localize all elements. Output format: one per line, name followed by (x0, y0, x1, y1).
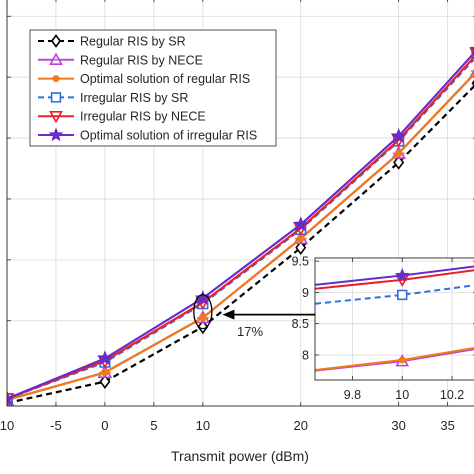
main-series-group (7, 46, 474, 406)
annotation: 17% (193, 293, 316, 339)
main-series-6-point (7, 390, 15, 406)
legend-label: Optimal solution of irregular RIS (80, 129, 257, 143)
inset-plot: 9.8 10 10.2 8 8.5 9 9.5 (292, 255, 474, 402)
main-series-1-point (99, 374, 111, 389)
legend-label: Regular RIS by NECE (80, 53, 203, 67)
inset-series-5-point (394, 267, 410, 282)
inset-series-line-4 (315, 269, 474, 290)
legend-label: Optimal solution of regular RIS (80, 72, 250, 86)
x-axis-label: Transmit power (dBm) (171, 448, 309, 464)
inset-x-tick-label: 10.2 (440, 388, 464, 402)
main-x-tick-label: 10 (196, 418, 210, 433)
main-x-tick-label: 5 (150, 418, 157, 433)
main-series-3-point (196, 313, 209, 322)
inset-x-tick-label: 10 (395, 388, 409, 402)
legend-box (29, 29, 277, 147)
main-x-tick-label: 0 (101, 418, 108, 433)
legend-marker-asterisk (50, 75, 62, 83)
main-series-3-point (98, 368, 111, 377)
legend-item: Regular RIS by NECE (38, 52, 203, 67)
legend: Regular RIS by SR Regular RIS by NECE Opti… (29, 29, 277, 147)
legend-marker-star (48, 127, 64, 142)
annotation-arrowhead (222, 309, 235, 320)
main-series-line-5 (7, 55, 474, 400)
main-series-6-point (194, 289, 211, 305)
main-series-6-point (292, 216, 309, 232)
highlight-ellipse (193, 293, 213, 330)
main-series-1-point (295, 240, 307, 256)
main-series-line-3 (7, 72, 474, 401)
inset-series-group (315, 265, 474, 372)
main-x-tick-label: 20 (294, 418, 308, 433)
main-series-3-point (392, 149, 405, 158)
legend-item: Optimal solution of regular RIS (38, 72, 250, 86)
legend-marker-triangle-down (49, 111, 63, 124)
legend-label: Regular RIS by SR (80, 35, 186, 49)
main-series-6-point (469, 46, 474, 57)
main-x-tick-label: 35 (440, 418, 454, 433)
legend-marker-diamond (50, 34, 62, 48)
main-series-line-1 (7, 84, 474, 405)
main-series-6-point (97, 350, 113, 366)
annotation-text: 17% (237, 324, 263, 339)
legend-marker-triangle-up (49, 52, 63, 65)
legend-item: Irregular RIS by NECE (38, 110, 206, 124)
main-axes-frame (6, 0, 474, 407)
inset-x-tick-label: 9.8 (344, 388, 361, 402)
inset-series-2-point (396, 356, 408, 364)
inset-y-tick-label: 9 (302, 286, 309, 300)
main-x-tick-label: 30 (391, 418, 405, 433)
legend-item: Irregular RIS by SR (38, 91, 188, 105)
main-series-1-point (393, 155, 405, 170)
main-series-6-point (390, 127, 407, 143)
main-series-1-point (197, 319, 209, 335)
legend-label: Irregular RIS by SR (80, 91, 188, 105)
inset-y-tick-label: 8 (302, 348, 309, 362)
legend-item: Regular RIS by SR (38, 34, 186, 49)
inset-y-tick-label: 9.5 (292, 255, 309, 269)
main-x-tick-label: -5 (50, 418, 62, 433)
legend-marker-square (50, 92, 62, 103)
main-series-line-6 (7, 51, 474, 400)
legend-item: Optimal solution of irregular RIS (38, 127, 257, 143)
inset-plot-area (315, 258, 474, 380)
main-series-3-point (294, 234, 307, 243)
inset-axes-frame (314, 257, 474, 381)
main-x-tick-label: 10 (0, 418, 14, 433)
legend-label: Irregular RIS by NECE (80, 110, 206, 124)
inset-y-tick-label: 8.5 (292, 317, 309, 331)
inset-series-3-point (397, 289, 408, 301)
